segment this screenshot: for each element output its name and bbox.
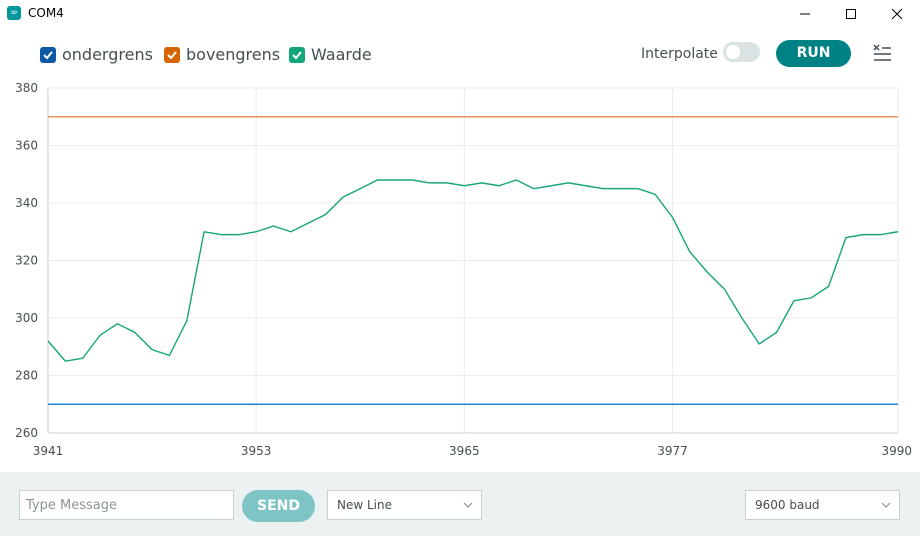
maximize-icon xyxy=(846,9,856,19)
check-icon xyxy=(292,50,302,59)
y-tick-label: 340 xyxy=(15,196,38,210)
message-bar: SEND New Line 9600 baud xyxy=(0,472,920,536)
legend-item-bovengrens[interactable]: bovengrens xyxy=(164,45,280,64)
close-button[interactable] xyxy=(874,0,920,28)
x-tick-label: 3953 xyxy=(241,444,272,458)
baud-rate-value: 9600 baud xyxy=(755,498,820,512)
x-tick-label: 3965 xyxy=(449,444,480,458)
y-tick-label: 380 xyxy=(15,82,38,95)
message-input[interactable] xyxy=(19,490,234,520)
x-tick-label: 3977 xyxy=(657,444,688,458)
chevron-down-icon xyxy=(463,491,473,529)
title-bar: ∞ COM4 xyxy=(0,0,920,28)
check-icon xyxy=(167,50,177,59)
plotter-toolbar: ondergrens bovengrens Waarde Interpolate… xyxy=(0,28,920,82)
x-tick-label: 3941 xyxy=(33,444,64,458)
line-ending-value: New Line xyxy=(337,498,392,512)
legend-label: Waarde xyxy=(311,45,372,64)
close-icon xyxy=(891,8,903,20)
legend-label: ondergrens xyxy=(62,45,153,64)
x-tick-label: 3990 xyxy=(881,444,912,458)
maximize-button[interactable] xyxy=(828,0,874,28)
toggle-knob xyxy=(726,45,740,59)
legend-label: bovengrens xyxy=(186,45,281,64)
checkbox-bovengrens[interactable] xyxy=(164,46,180,63)
line-ending-select[interactable]: New Line xyxy=(327,490,482,520)
send-button[interactable]: SEND xyxy=(242,490,315,522)
legend-item-ondergrens[interactable]: ondergrens xyxy=(40,45,153,64)
checkbox-waarde[interactable] xyxy=(289,46,305,63)
clear-list-icon[interactable] xyxy=(871,42,893,64)
series-line-waarde xyxy=(47,179,899,362)
minimize-button[interactable] xyxy=(782,0,828,28)
interpolate-toggle[interactable] xyxy=(723,42,760,62)
check-icon xyxy=(43,50,53,59)
checkbox-ondergrens[interactable] xyxy=(40,46,56,63)
y-tick-label: 360 xyxy=(15,139,38,153)
y-tick-label: 320 xyxy=(15,254,38,268)
y-tick-label: 260 xyxy=(15,426,38,440)
arduino-icon: ∞ xyxy=(7,6,21,20)
chevron-down-icon xyxy=(881,491,891,529)
run-button[interactable]: RUN xyxy=(776,40,851,67)
y-tick-label: 300 xyxy=(15,311,38,325)
legend-item-waarde[interactable]: Waarde xyxy=(289,45,372,64)
window-title: COM4 xyxy=(28,6,64,20)
interpolate-label: Interpolate xyxy=(641,46,718,62)
y-tick-label: 280 xyxy=(15,369,38,383)
baud-rate-select[interactable]: 9600 baud xyxy=(745,490,900,520)
serial-plot-chart: 260 280 300 320 340 360 380 3941 3953 3965 3977 399… xyxy=(15,82,912,458)
minimize-icon xyxy=(800,13,810,15)
